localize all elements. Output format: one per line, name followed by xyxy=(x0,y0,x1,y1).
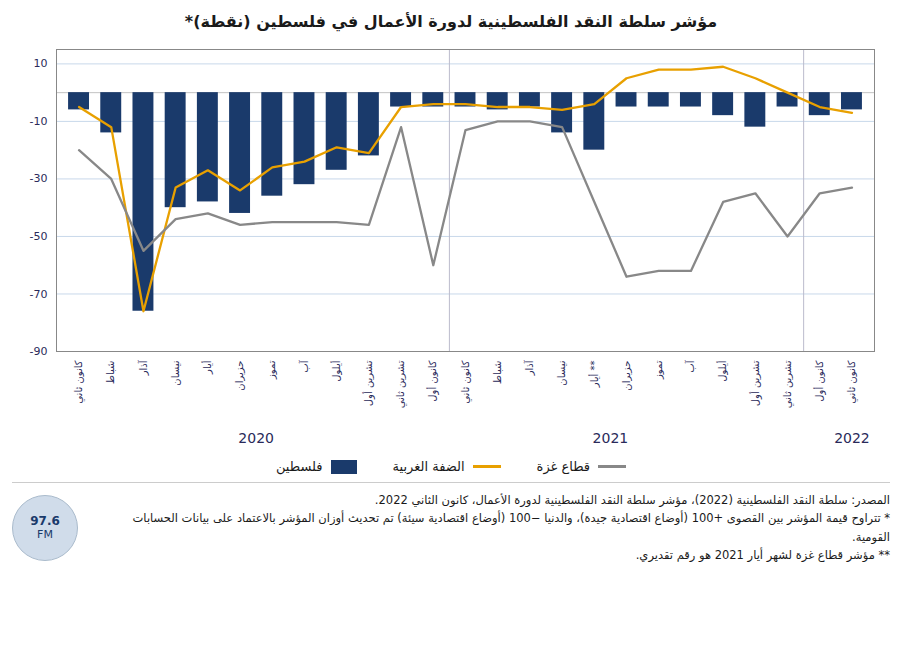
svg-text:نيسان: نيسان xyxy=(556,361,567,386)
svg-text:كانون أول: كانون أول xyxy=(813,360,826,401)
html-text:مؤشر سلطة النقد الفلسطينية لدو: مؤشر سلطة النقد الفلسطينية لدورة الأعمال… xyxy=(184,12,718,31)
svg-text:آذار: آذار xyxy=(137,359,149,376)
svg-text:كانون أول: كانون أول xyxy=(426,360,439,401)
svg-text:حزيران: حزيران xyxy=(234,361,245,391)
html-text:قطاع غزة: قطاع غزة xyxy=(536,459,591,474)
svg-text:10: 10 xyxy=(34,57,48,70)
svg-text:2021: 2021 xyxy=(593,430,629,446)
svg-text:كانون ثاني: كانون ثاني xyxy=(846,360,858,403)
svg-text:نيسان: نيسان xyxy=(170,361,181,386)
svg-text:2020: 2020 xyxy=(238,430,274,446)
svg-text:شباط: شباط xyxy=(492,361,503,385)
html-text:FM: FM xyxy=(37,528,53,542)
html-text:المصدر: سلطة النقد الفلسطينية: المصدر: سلطة النقد الفلسطينية (2022)، مؤ… xyxy=(374,493,890,507)
svg-text:آب: آب xyxy=(298,359,310,372)
html-text:97.6: 97.6 xyxy=(30,514,60,529)
svg-text:-10: -10 xyxy=(30,115,48,128)
html-text:** مؤشر قطاع غزة لشهر أيار 202: ** مؤشر قطاع غزة لشهر أيار 2021 هو رقم ت… xyxy=(635,548,890,563)
html-text:فلسطين: فلسطين xyxy=(275,459,323,474)
svg-text:كانون ثاني: كانون ثاني xyxy=(460,360,472,403)
svg-text:تشرين ثاني: تشرين ثاني xyxy=(782,360,794,408)
html-text:* تتراوح قيمة المؤشر بين القصو: * تتراوح قيمة المؤشر بين القصوى +100 (أو… xyxy=(132,511,890,544)
svg-text:آذار: آذار xyxy=(523,359,535,376)
svg-text:-30: -30 xyxy=(30,172,48,185)
svg-text:كانون ثاني: كانون ثاني xyxy=(73,360,85,403)
svg-text:أيلول: أيلول xyxy=(330,360,342,382)
svg-text:تموز: تموز xyxy=(266,360,277,380)
svg-text:تشرين ثاني: تشرين ثاني xyxy=(395,360,407,408)
svg-text:أيار: أيار xyxy=(201,360,213,375)
svg-text:آب: آب xyxy=(684,359,696,372)
svg-text:تشرين أول: تشرين أول xyxy=(749,360,762,406)
html-text:الضفة الغربية: الضفة الغربية xyxy=(392,459,465,474)
svg-text:شباط: شباط xyxy=(105,361,116,385)
svg-text:2022: 2022 xyxy=(834,430,870,446)
svg-text:تشرين أول: تشرين أول xyxy=(362,360,375,406)
svg-text:تموز: تموز xyxy=(653,360,664,380)
svg-text:-50: -50 xyxy=(30,230,48,243)
svg-text:أيلول: أيلول xyxy=(716,360,728,382)
svg-text:حزيران: حزيران xyxy=(621,361,632,391)
svg-text:-70: -70 xyxy=(30,287,48,300)
svg-text:-90: -90 xyxy=(30,345,48,358)
svg-text:أيار **: أيار ** xyxy=(588,361,600,389)
